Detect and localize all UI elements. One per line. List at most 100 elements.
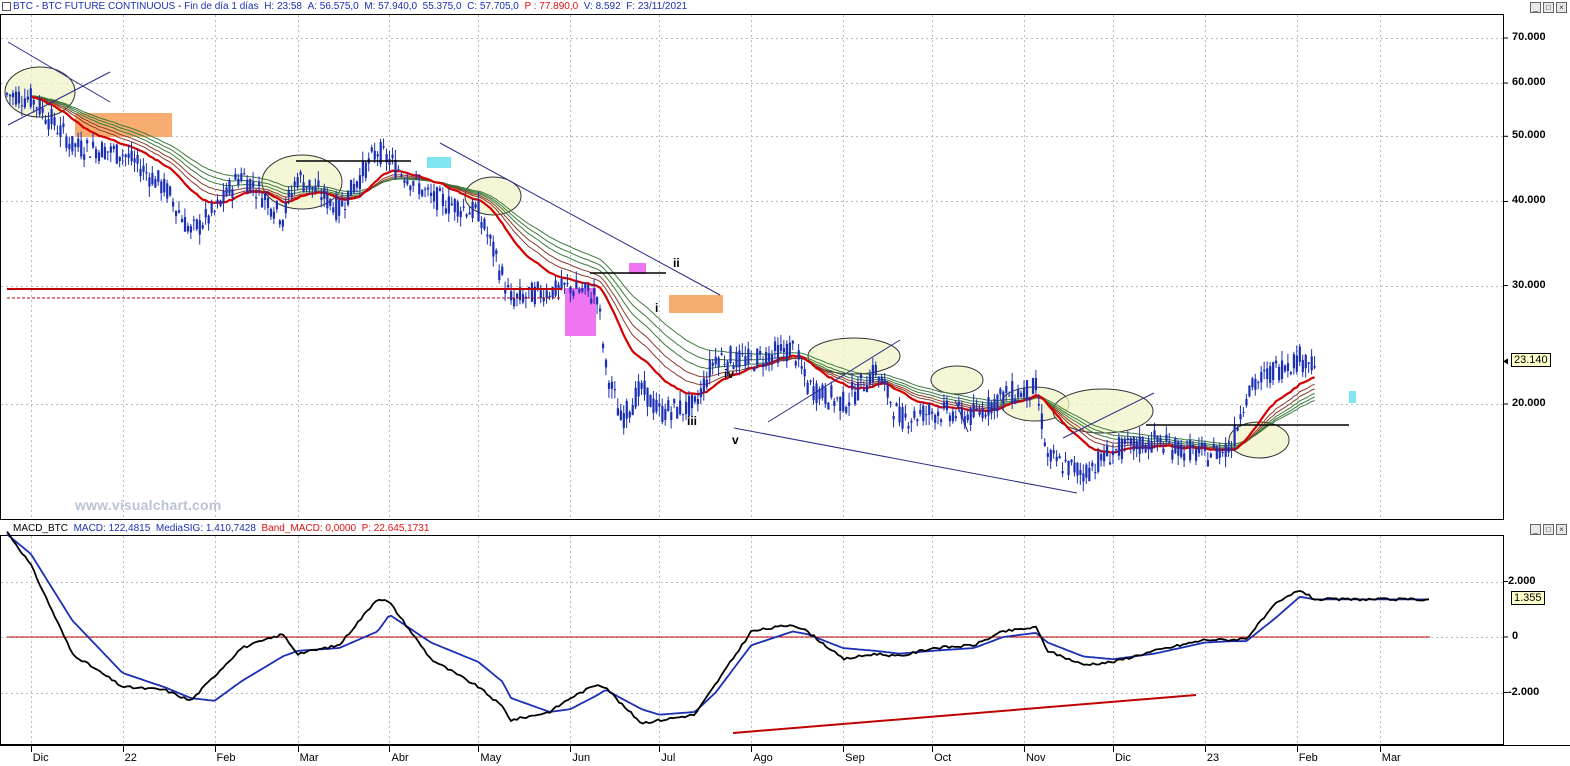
candle-body (80, 140, 83, 157)
candle-body (756, 348, 759, 367)
candle-body (575, 281, 578, 289)
candle-body (1111, 450, 1115, 456)
candle-body (275, 201, 279, 210)
candle-body (112, 146, 115, 149)
candle-body (311, 186, 314, 190)
wave-label: v (732, 433, 739, 447)
candle-body (545, 290, 548, 299)
candle-body (391, 154, 394, 159)
candle-body (1076, 463, 1079, 476)
macd-maximize-button[interactable]: □ (1543, 524, 1554, 535)
candle-body (1156, 436, 1159, 442)
candle-body (62, 123, 65, 128)
chart-menu-icon[interactable] (2, 2, 11, 11)
candle-body (468, 212, 471, 215)
candle-body (385, 154, 388, 163)
candle-body (904, 413, 907, 418)
candle-body (94, 149, 98, 159)
candle-body (163, 179, 166, 193)
time-axis-label: 22 (124, 752, 137, 764)
candle-body (341, 200, 344, 207)
moving-average-line (30, 96, 1315, 450)
candle-body (1108, 462, 1112, 465)
candle-body (640, 382, 643, 389)
candle-body (38, 99, 41, 115)
trend-line (7, 41, 111, 103)
candle-body (794, 361, 797, 366)
candle-body (1298, 346, 1301, 362)
orange-zone (669, 295, 723, 313)
candle-body (1114, 448, 1118, 450)
candle-body (667, 400, 670, 411)
candle-body (759, 350, 762, 355)
candle-body (323, 187, 326, 199)
candle-body (1144, 444, 1147, 453)
candle-body (195, 219, 198, 230)
candle-body (240, 173, 243, 181)
macd-close-button[interactable]: × (1556, 524, 1567, 535)
candle-body (8, 94, 12, 97)
candle-body (705, 379, 708, 388)
candle-body (1028, 397, 1032, 400)
time-axis-label: Mar (299, 752, 319, 764)
candle-body (97, 152, 101, 162)
header-symbol: BTC (13, 1, 33, 12)
candle-body (1277, 366, 1281, 381)
candle-body (1286, 363, 1290, 371)
candle-body (14, 91, 18, 105)
candle-body (175, 210, 178, 217)
candle-body (172, 201, 175, 207)
candle-body (1233, 425, 1236, 446)
time-axis-label: Ago (753, 752, 773, 764)
candle-body (183, 217, 187, 232)
header-close: C: 57.705,0 (467, 1, 519, 12)
candle-body (1186, 441, 1189, 443)
candle-body (717, 357, 720, 368)
candle-body (495, 250, 498, 255)
candle-body (616, 408, 619, 416)
candle-body (1254, 378, 1257, 390)
candle-body (1064, 459, 1067, 462)
candle-body (1014, 399, 1017, 403)
time-axis-label: Dic (32, 752, 49, 764)
candle-body (809, 380, 812, 382)
minimize-button[interactable]: _ (1530, 2, 1541, 13)
candle-body (246, 179, 249, 193)
candle-body (20, 105, 24, 107)
candle-body (569, 286, 572, 294)
candle-body (699, 388, 703, 398)
macd-minimize-button[interactable]: _ (1530, 524, 1541, 535)
candle-body (1280, 360, 1284, 379)
candle-body (492, 241, 495, 257)
candle-body (815, 383, 818, 403)
candle-body (139, 168, 142, 177)
candle-body (889, 402, 892, 404)
candle-body (581, 287, 584, 292)
candle-body (284, 201, 287, 214)
candle-body (898, 406, 901, 423)
candle-body (192, 219, 195, 221)
candle-body (234, 173, 237, 180)
candle-body (483, 218, 486, 230)
candle-body (444, 208, 448, 214)
maximize-button[interactable]: □ (1543, 2, 1554, 13)
candle-body (180, 218, 184, 223)
time-axis-label: Nov (1025, 752, 1046, 764)
candle-body (56, 132, 59, 134)
candle-body (856, 383, 860, 400)
candle-body (486, 234, 489, 237)
candle-body (35, 107, 38, 109)
candle-body (237, 178, 240, 185)
candle-body (859, 373, 863, 379)
macd-axis-label: 2.000 (1508, 574, 1536, 587)
price-axis-label: 40.000 (1512, 194, 1546, 207)
candle-body (1159, 437, 1162, 443)
candle-body (770, 354, 774, 363)
candle-body (429, 192, 433, 196)
candle-body (1005, 386, 1008, 393)
candle-body (432, 191, 436, 202)
close-button[interactable]: × (1556, 2, 1567, 13)
candle-body (922, 405, 925, 422)
candle-body (726, 361, 729, 372)
